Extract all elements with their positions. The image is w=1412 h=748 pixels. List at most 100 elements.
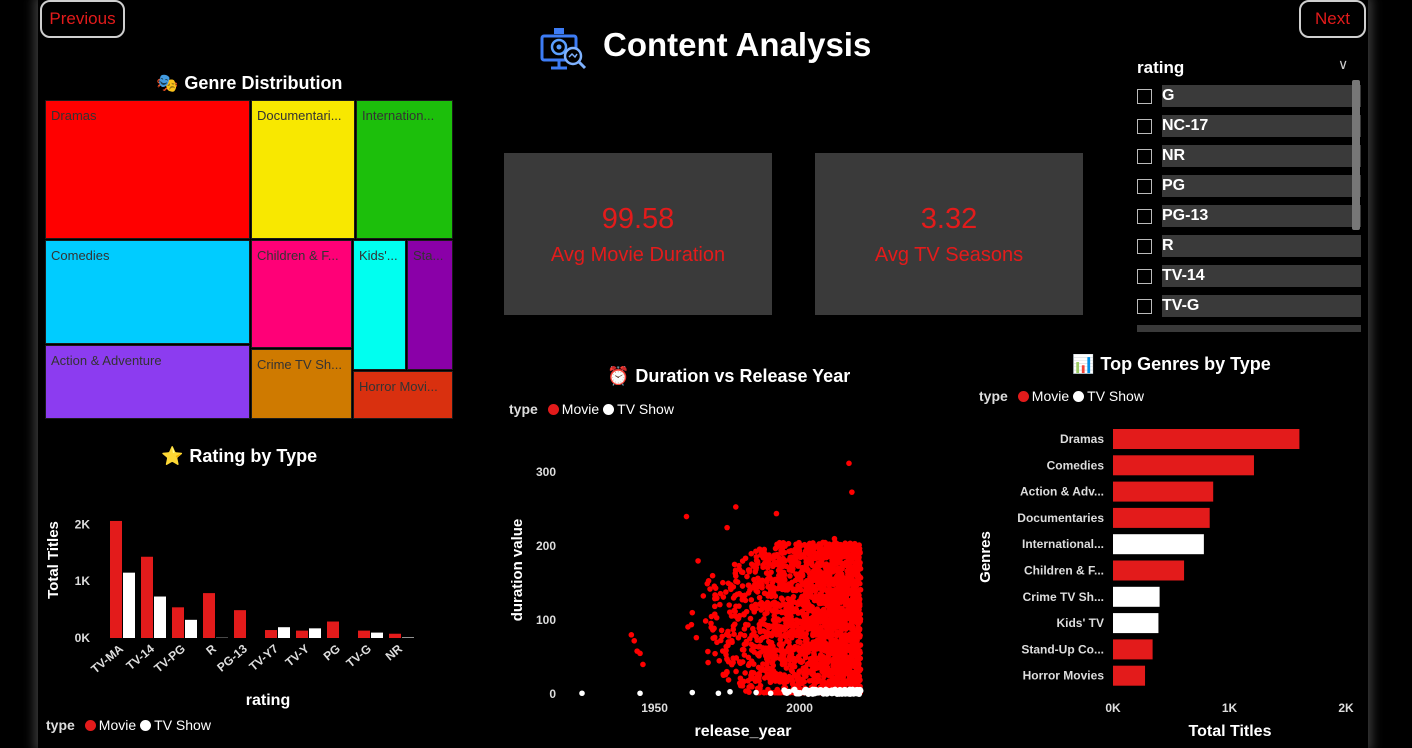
movie-point <box>742 670 748 676</box>
movie-point <box>736 659 743 665</box>
treemap-tile[interactable]: Children & F... <box>251 240 352 348</box>
movie-point <box>782 610 789 617</box>
movie-point <box>824 574 830 580</box>
y-tick-label: 0 <box>549 687 556 701</box>
movie-point <box>825 587 832 594</box>
movie-point <box>728 637 735 644</box>
movie-point <box>748 550 755 557</box>
x-tick-label: TV-Y7 <box>246 641 281 673</box>
movie-point <box>802 635 809 641</box>
slicer-item[interactable]: TV-14 <box>1137 265 1361 287</box>
movie-point <box>640 661 646 668</box>
movie-point <box>763 656 770 662</box>
duration-vs-year-chart[interactable]: 0 100 200 300 1950 2000 duration value release_… <box>500 440 900 745</box>
slicer-item[interactable]: TV-G <box>1137 295 1361 317</box>
previous-button[interactable]: Previous <box>40 0 125 38</box>
tv-show-point <box>637 690 643 697</box>
top-genres-title-text: Top Genres by Type <box>1100 354 1271 374</box>
x-tick-label: TV-14 <box>123 641 157 673</box>
movie-point <box>745 678 751 684</box>
treemap-tile[interactable]: Sta... <box>407 240 453 370</box>
treemap-tile[interactable]: Comedies <box>45 240 250 344</box>
slicer-item[interactable]: R <box>1137 235 1361 257</box>
next-button[interactable]: Next <box>1299 0 1366 38</box>
movie-point <box>796 609 803 616</box>
movie-point <box>823 646 829 653</box>
slicer-item-label: PG-13 <box>1162 205 1361 227</box>
movie-point <box>730 626 737 633</box>
movie-point <box>834 624 840 630</box>
movie-point <box>773 647 780 654</box>
slicer-item[interactable]: G <box>1137 85 1361 107</box>
legend-tv-show[interactable]: TV Show <box>617 401 674 417</box>
movie-point <box>821 600 828 606</box>
movie-point <box>727 585 734 591</box>
movie-point <box>746 689 752 695</box>
slicer-scrollbar[interactable] <box>1352 80 1360 230</box>
top-genres-chart[interactable]: Dramas Comedies Action & Adv... Documentari… <box>970 420 1365 745</box>
movie-point <box>834 629 840 636</box>
slicer-item[interactable]: NR <box>1137 145 1361 167</box>
treemap-tile[interactable]: Crime TV Sh... <box>251 349 352 419</box>
movie-point <box>845 680 852 687</box>
slicer-item[interactable]: PG-13 <box>1137 205 1361 227</box>
star-icon: ⭐ <box>161 446 184 466</box>
movie-point <box>723 651 729 658</box>
checkbox[interactable] <box>1137 118 1152 134</box>
movie-point <box>851 637 857 644</box>
movie-point <box>720 579 726 586</box>
movie-point <box>782 633 789 640</box>
treemap-tile[interactable]: Kids'... <box>353 240 406 370</box>
checkbox[interactable] <box>1137 268 1152 284</box>
movie-point <box>718 627 725 634</box>
legend-movie[interactable]: Movie <box>561 401 600 417</box>
movie-point <box>761 590 768 597</box>
movie-point <box>756 625 763 631</box>
slicer-item-partial[interactable] <box>1137 325 1361 332</box>
movie-point <box>767 602 774 609</box>
movie-point <box>781 571 788 578</box>
y-tick-label: Comedies <box>1047 458 1105 472</box>
movie-point <box>781 659 787 666</box>
legend-movie[interactable]: Movie <box>98 717 137 733</box>
movie-point <box>704 580 711 587</box>
checkbox[interactable] <box>1137 148 1152 164</box>
movie-point <box>819 554 826 561</box>
legend-tv-show[interactable]: TV Show <box>154 717 211 733</box>
movie-point <box>828 615 834 622</box>
movie-point <box>748 597 755 603</box>
movie-point <box>758 618 764 625</box>
legend-tv-show[interactable]: TV Show <box>1087 388 1144 404</box>
treemap-tile[interactable]: Horror Movi... <box>353 371 453 419</box>
legend-movie[interactable]: Movie <box>1031 388 1070 404</box>
duration-vs-year-title-text: Duration vs Release Year <box>635 366 851 386</box>
treemap-tile[interactable]: Internation... <box>356 100 453 239</box>
checkbox[interactable] <box>1137 208 1152 224</box>
movie-point <box>848 653 855 660</box>
movie-point <box>835 648 842 654</box>
movie-point <box>811 649 817 656</box>
slicer-item[interactable]: PG <box>1137 175 1361 197</box>
treemap-tile[interactable]: Action & Adventure <box>45 345 250 419</box>
movie-point <box>756 601 763 608</box>
slicer-item[interactable]: NC-17 <box>1137 115 1361 137</box>
checkbox[interactable] <box>1137 238 1152 254</box>
chevron-down-icon[interactable]: ∨ <box>1338 56 1349 72</box>
tv-show-point <box>854 687 861 694</box>
movie-point <box>739 558 746 564</box>
movie-point <box>839 673 846 679</box>
checkbox[interactable] <box>1137 88 1152 104</box>
treemap-tile[interactable]: Documentari... <box>251 100 355 239</box>
movie-point <box>689 609 696 616</box>
rating-by-type-title-text: Rating by Type <box>189 446 318 466</box>
movie-point <box>794 677 801 683</box>
checkbox[interactable] <box>1137 298 1152 314</box>
treemap-tile[interactable]: Dramas <box>45 100 250 239</box>
movie-point <box>849 546 856 553</box>
movie-point <box>851 661 858 668</box>
checkbox[interactable] <box>1137 178 1152 194</box>
movie-point <box>840 623 847 629</box>
x-tick-label: 2K <box>1338 701 1354 715</box>
duration-vs-year-legend: type Movie TV Show <box>509 401 674 417</box>
